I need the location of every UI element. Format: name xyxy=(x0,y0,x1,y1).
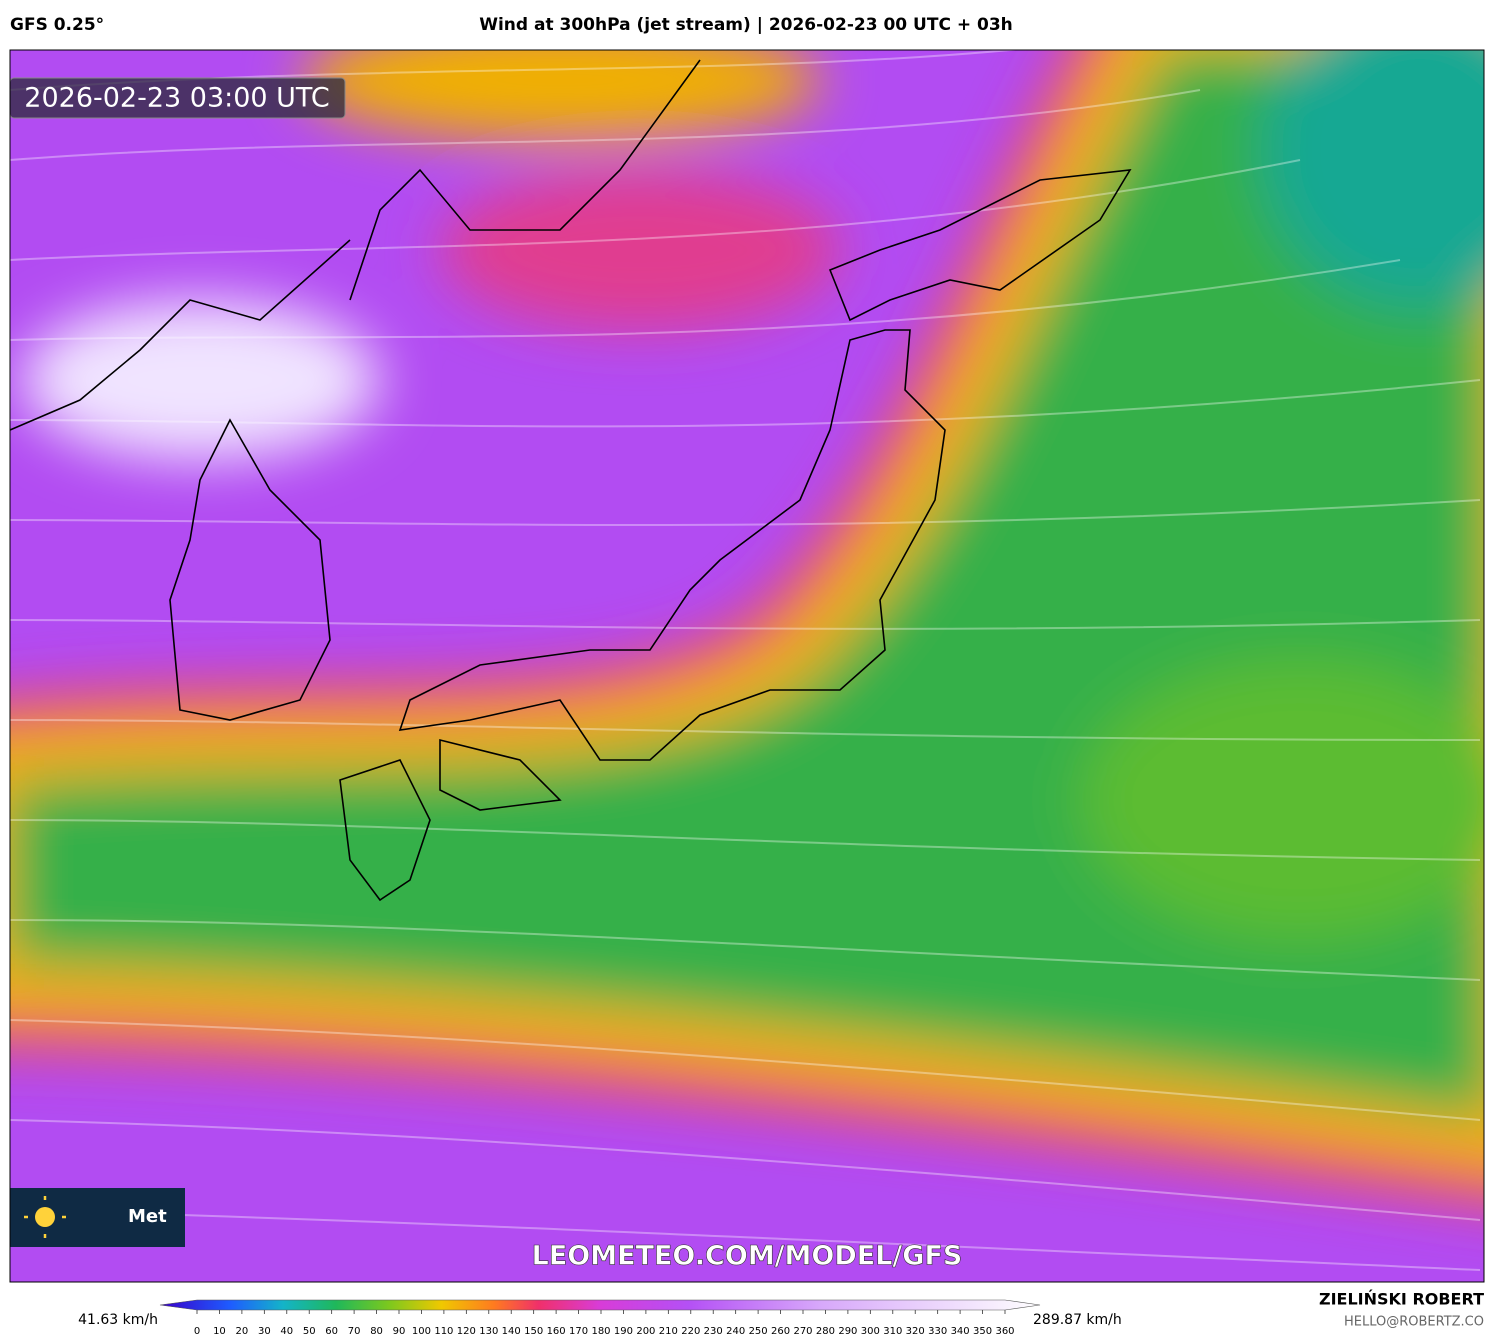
timestamp: 2026-02-23 03:00 UTC xyxy=(24,83,329,114)
colorbar-tick-label: 80 xyxy=(370,1326,383,1337)
colorbar-tick-label: 240 xyxy=(726,1326,745,1337)
streamlines xyxy=(10,50,1481,1271)
colorbar-tick-label: 300 xyxy=(861,1326,880,1337)
colorbar-tick-label: 70 xyxy=(348,1326,361,1337)
colorbar-tick-label: 20 xyxy=(236,1326,249,1337)
colorbar-tick-label: 190 xyxy=(614,1326,633,1337)
watermark: LEOMETEO.COM/MODEL/GFS xyxy=(532,1241,963,1272)
colorbar-tick-label: 290 xyxy=(838,1326,857,1337)
colorbar-tick-label: 170 xyxy=(569,1326,588,1337)
colorbar-tick-label: 120 xyxy=(457,1326,476,1337)
logo-rays xyxy=(24,1196,66,1238)
colorbar-tick-label: 40 xyxy=(280,1326,293,1337)
colorbar-tick-label: 310 xyxy=(883,1326,902,1337)
colorbar-tick-label: 130 xyxy=(479,1326,498,1337)
colorbar-tick-label: 30 xyxy=(258,1326,271,1337)
colorbar-tick-label: 230 xyxy=(704,1326,723,1337)
author: ZIELIŃSKI ROBERT xyxy=(1319,1290,1484,1309)
colorbar-tick-label: 280 xyxy=(816,1326,835,1337)
model-label: GFS 0.25° xyxy=(10,15,104,35)
colorbar-tick-label: 100 xyxy=(412,1326,431,1337)
colorbar-tick-label: 260 xyxy=(771,1326,790,1337)
colorbar-tick-label: 360 xyxy=(995,1326,1014,1337)
map-title: Wind at 300hPa (jet stream) | 2026-02-23… xyxy=(479,15,1013,35)
colorbar-tick-label: 10 xyxy=(213,1326,226,1337)
map-area: 2026-02-23 03:00 UTC Met LEOMETEO.COM/MO… xyxy=(10,50,1484,1282)
colorbar-tick-label: 210 xyxy=(659,1326,678,1337)
colorbar-tick-label: 110 xyxy=(434,1326,453,1337)
colorbar-tick-label: 150 xyxy=(524,1326,543,1337)
colorbar-tick-label: 140 xyxy=(502,1326,521,1337)
timestamp-box xyxy=(10,77,346,119)
colorbar-tick-label: 320 xyxy=(906,1326,925,1337)
colorbar-tick-label: 60 xyxy=(325,1326,338,1337)
colorbar-tick-label: 180 xyxy=(591,1326,610,1337)
colorbar-tick-label: 270 xyxy=(793,1326,812,1337)
coastlines xyxy=(10,59,1132,902)
colorbar-tick-label: 50 xyxy=(303,1326,316,1337)
colorbar-max: 289.87 km/h xyxy=(1033,1312,1122,1328)
colorbar xyxy=(159,1299,1041,1311)
colorbar-tick-label: 160 xyxy=(547,1326,566,1337)
colorbar-tick-label: 200 xyxy=(636,1326,655,1337)
colorbar-tick-label: 250 xyxy=(749,1326,768,1337)
logo-text: Met xyxy=(128,1206,167,1227)
colorbar-tick-label: 0 xyxy=(194,1326,200,1337)
email: HELLO@ROBERTZ.CO xyxy=(1344,1315,1484,1330)
colorbar-tick-label: 350 xyxy=(973,1326,992,1337)
colorbar-tick-label: 330 xyxy=(928,1326,947,1337)
logo-sun xyxy=(35,1207,55,1227)
colorbar-min: 41.63 km/h xyxy=(78,1312,158,1328)
colorbar-tick-label: 220 xyxy=(681,1326,700,1337)
colorbar-tick-label: 90 xyxy=(393,1326,406,1337)
colorbar-tick-label: 340 xyxy=(951,1326,970,1337)
map-frame xyxy=(9,49,1485,1283)
